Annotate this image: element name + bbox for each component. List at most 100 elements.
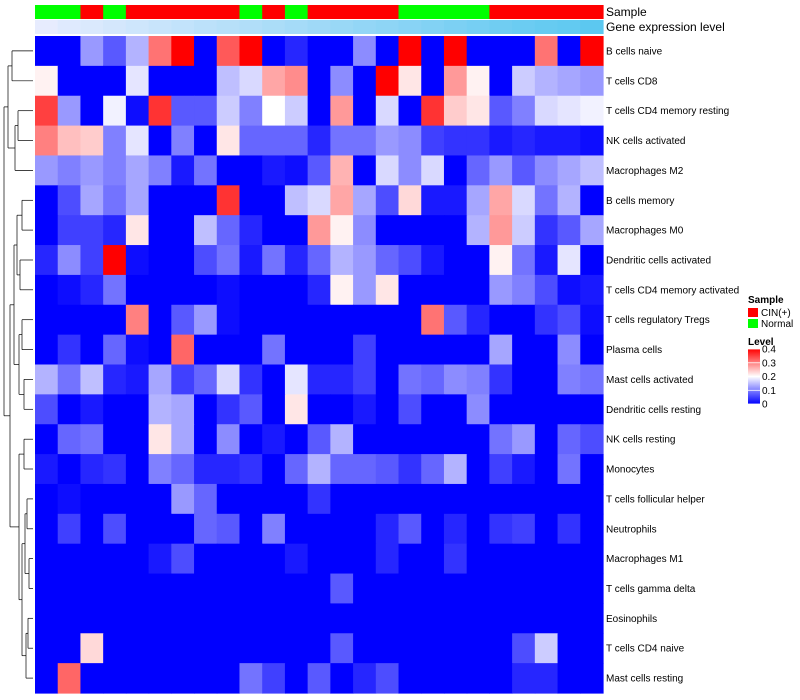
heatmap-cell: [330, 125, 354, 157]
heatmap-cell: [239, 603, 263, 634]
heatmap-cell: [330, 304, 354, 336]
heatmap-cell: [512, 513, 536, 545]
heatmap-cell: [534, 603, 559, 634]
heatmap-cell: [466, 364, 490, 395]
heatmap-cell: [171, 663, 195, 694]
heatmap-cell: [57, 304, 82, 336]
expression-annotation-cell: [171, 20, 195, 34]
heatmap-cell: [307, 304, 331, 336]
heatmap-cell: [307, 483, 331, 515]
expression-annotation-cell: [353, 20, 377, 34]
heatmap-cell: [216, 454, 241, 485]
heatmap-cell: [534, 334, 559, 366]
heatmap-cell: [375, 394, 400, 425]
heatmap-cell: [125, 95, 150, 127]
heatmap-cell: [353, 633, 377, 664]
heatmap-cell: [194, 603, 218, 634]
heatmap-cell: [375, 633, 400, 664]
heatmap-cell: [103, 215, 127, 246]
heatmap-cell: [489, 483, 513, 515]
heatmap-cell: [216, 65, 241, 97]
heatmap-cell: [216, 573, 241, 605]
heatmap-cell: [262, 364, 286, 395]
heatmap-cell: [375, 334, 400, 366]
heatmap-cell: [103, 125, 127, 157]
heatmap-cell: [284, 125, 309, 157]
heatmap-cell: [35, 36, 59, 67]
heatmap-cell: [125, 573, 150, 605]
heatmap-cell: [262, 95, 286, 127]
heatmap-cell: [284, 543, 309, 575]
heatmap-cell: [489, 454, 513, 485]
heatmap-cell: [80, 454, 104, 485]
expression-annotation-cell: [103, 20, 127, 34]
sample-annotation-cell: [216, 5, 241, 19]
row-label: NK cells resting: [606, 435, 675, 446]
heatmap-cell: [125, 274, 150, 306]
heatmap-cell: [284, 513, 309, 545]
heatmap-cell: [262, 603, 286, 634]
heatmap-cell: [534, 274, 559, 306]
heatmap-cell: [216, 334, 241, 366]
heatmap-cell: [103, 513, 127, 545]
heatmap-cell: [171, 364, 195, 395]
heatmap-cell: [421, 454, 445, 485]
heatmap-cell: [125, 454, 150, 485]
heatmap-cell: [557, 424, 581, 455]
sample-annotation-cell: [239, 5, 263, 19]
row-label: T cells follicular helper: [606, 494, 705, 505]
heatmap-cell: [398, 663, 422, 694]
heatmap-cell: [148, 185, 172, 216]
heatmap-cell: [512, 483, 536, 515]
heatmap-cell: [330, 394, 354, 425]
heatmap-cell: [80, 334, 104, 366]
expression-annotation-cell: [239, 20, 263, 34]
heatmap-cell: [398, 424, 422, 455]
heatmap-cell: [353, 424, 377, 455]
heatmap-cell: [466, 65, 490, 97]
row-labels: B cells naive T cells CD8 T cells CD4 memo…: [606, 46, 739, 684]
heatmap-cell: [262, 394, 286, 425]
heatmap-cell: [171, 65, 195, 97]
heatmap-cell: [307, 364, 331, 395]
heatmap-cell: [80, 304, 104, 336]
heatmap-cell: [375, 65, 400, 97]
heatmap-cell: [125, 334, 150, 366]
heatmap-cell: [421, 95, 445, 127]
heatmap-cell: [194, 155, 218, 186]
heatmap-cell: [557, 304, 581, 336]
sample-annotation-cell: [443, 5, 468, 19]
heatmap-cell: [353, 573, 377, 605]
heatmap-cell: [57, 95, 82, 127]
heatmap-cell: [35, 215, 59, 246]
heatmap-cell: [353, 364, 377, 395]
sample-annotation-cell: [398, 5, 422, 19]
heatmap-cell: [353, 95, 377, 127]
heatmap-cell: [35, 483, 59, 515]
heatmap-cell: [557, 483, 581, 515]
row-dendrogram: [3, 50, 33, 679]
heatmap-cell: [171, 95, 195, 127]
heatmap-cell: [489, 543, 513, 575]
heatmap-cell: [512, 274, 536, 306]
heatmap-cell: [353, 36, 377, 67]
heatmap-cell: [103, 603, 127, 634]
heatmap-cell: [580, 663, 604, 694]
heatmap-cell: [148, 155, 172, 186]
heatmap-cell: [443, 274, 468, 306]
heatmap-cell: [421, 245, 445, 276]
expression-annotation-cell: [216, 20, 241, 34]
heatmap-cell: [171, 185, 195, 216]
heatmap-cell: [80, 633, 104, 664]
heatmap-cell: [534, 633, 559, 664]
heatmap-cell: [148, 245, 172, 276]
heatmap-cell: [216, 663, 241, 694]
heatmap-cell: [103, 454, 127, 485]
heatmap-cell: [353, 513, 377, 545]
heatmap-cell: [148, 663, 172, 694]
heatmap-cell: [171, 125, 195, 157]
heatmap-cell: [534, 513, 559, 545]
heatmap-cell: [443, 394, 468, 425]
heatmap-cell: [512, 215, 536, 246]
heatmap-cell: [466, 334, 490, 366]
